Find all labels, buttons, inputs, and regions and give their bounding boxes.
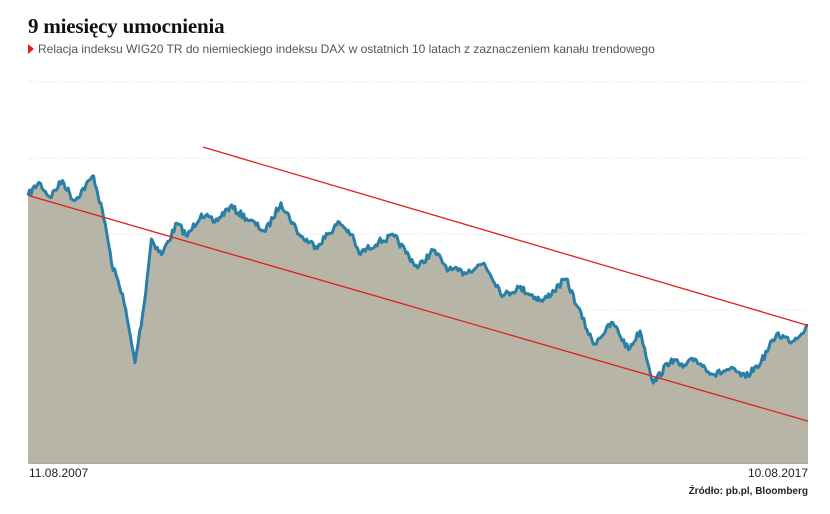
chart-subtitle: Relacja indeksu WIG20 TR do niemieckiego… bbox=[28, 42, 655, 56]
trend-upper-line bbox=[202, 146, 809, 327]
trend-lower-line bbox=[27, 194, 809, 422]
triangle-marker-icon bbox=[28, 44, 34, 54]
subtitle-text: Relacja indeksu WIG20 TR do niemieckiego… bbox=[38, 42, 655, 56]
source-note: Źródło: pb.pl, Bloomberg bbox=[688, 486, 808, 497]
x-tick-start: 11.08.2007 bbox=[29, 466, 89, 480]
area-fill bbox=[28, 175, 808, 463]
chart-title: 9 miesięcy umocnienia bbox=[28, 14, 225, 38]
x-tick-end: 10.08.2017 bbox=[747, 466, 808, 480]
series-line bbox=[26, 174, 808, 385]
